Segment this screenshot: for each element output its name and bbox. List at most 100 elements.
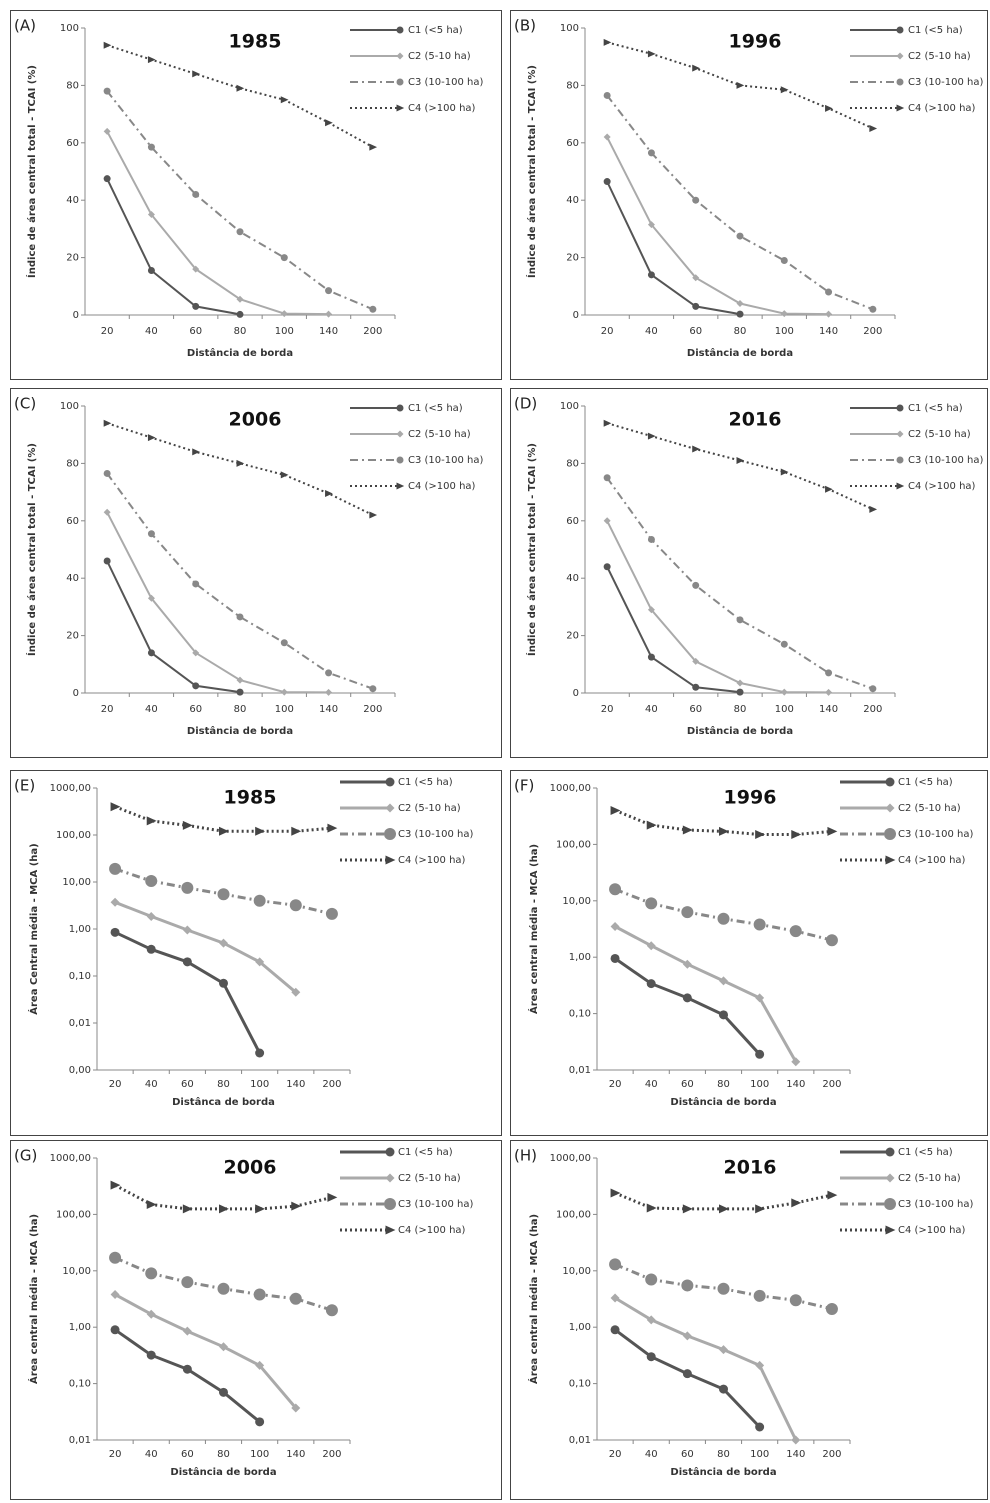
y-tick-label: 60 (566, 138, 579, 149)
x-axis-label: Distância de borda (187, 347, 293, 359)
marker (255, 1417, 265, 1427)
marker (736, 232, 744, 240)
legend-label: C1 (<5 ha) (908, 403, 963, 414)
y-tick-label: 10,00 (62, 1266, 91, 1277)
panel: (H) 2016 Área central média - MCA (ha) Dist… (510, 1140, 988, 1500)
marker (646, 1315, 656, 1325)
marker (692, 196, 700, 204)
marker (146, 944, 156, 954)
x-tick-label: 200 (863, 704, 882, 715)
x-tick-label: 40 (645, 704, 658, 715)
marker (780, 640, 788, 648)
x-tick-label: 140 (819, 326, 838, 337)
marker (736, 300, 744, 308)
panel-label: (E) (14, 777, 35, 795)
marker (385, 777, 395, 787)
y-tick-label: 0 (573, 310, 579, 321)
legend-label: C3 (10-100 ha) (898, 829, 973, 840)
marker (291, 1403, 301, 1413)
x-tick-label: 140 (819, 704, 838, 715)
x-tick-label: 20 (601, 326, 614, 337)
marker (646, 979, 656, 989)
marker (609, 1258, 622, 1271)
marker (736, 310, 744, 318)
marker (396, 78, 404, 86)
marker (736, 679, 744, 687)
y-tick-label: 0,01 (69, 1435, 91, 1446)
marker (291, 987, 301, 997)
chart-title: 1985 (224, 787, 277, 809)
marker (610, 1293, 620, 1303)
x-tick-label: 100 (775, 704, 794, 715)
y-tick-label: 100,00 (556, 839, 591, 850)
marker (646, 1203, 657, 1213)
panel-label: (C) (14, 395, 36, 413)
x-axis-label: Distância de borda (670, 1466, 776, 1478)
marker (825, 934, 838, 947)
y-tick-label: 40 (66, 195, 79, 206)
marker (647, 149, 655, 157)
marker (396, 26, 404, 34)
x-tick-label: 80 (234, 704, 247, 715)
marker (719, 1204, 729, 1214)
marker (369, 305, 377, 313)
x-tick-label: 140 (286, 1079, 305, 1090)
marker (182, 820, 193, 830)
marker (896, 78, 904, 86)
x-tick-label: 200 (363, 326, 382, 337)
marker (646, 820, 657, 830)
marker (236, 310, 244, 318)
x-tick-label: 40 (145, 704, 158, 715)
y-axis-label: Índice de área central total - TCAI (%) (525, 65, 538, 278)
marker (219, 1204, 229, 1214)
marker (603, 419, 612, 427)
chart-title: 1996 (729, 31, 782, 53)
panel: (E) 1985 Área Central média - MCA (ha) Dist… (10, 770, 502, 1136)
marker (103, 127, 111, 135)
legend-label: C2 (5-10 ha) (908, 51, 971, 62)
legend-label: C4 (>100 ha) (398, 1225, 466, 1236)
marker (147, 56, 156, 64)
y-tick-label: 1000,00 (550, 1153, 591, 1164)
y-tick-label: 80 (566, 80, 579, 91)
marker (789, 925, 802, 938)
marker (192, 70, 200, 78)
marker (396, 404, 404, 412)
y-axis-label: Índice de área central total - TCAI (%) (25, 65, 38, 278)
marker (610, 1325, 620, 1335)
marker (103, 557, 111, 565)
x-tick-label: 140 (786, 1449, 805, 1460)
marker (236, 295, 244, 303)
marker (647, 606, 655, 614)
marker (110, 927, 120, 937)
marker (253, 1288, 266, 1301)
marker (280, 639, 288, 647)
marker (110, 1325, 120, 1335)
marker (255, 1204, 266, 1214)
marker (610, 953, 620, 963)
x-tick-label: 200 (322, 1079, 341, 1090)
marker (280, 254, 288, 262)
marker (103, 175, 111, 183)
marker (327, 1192, 338, 1202)
panel-frame (10, 1140, 502, 1500)
marker (896, 52, 904, 60)
marker (280, 96, 289, 104)
marker (869, 685, 877, 693)
marker (192, 649, 200, 657)
x-tick-label: 60 (181, 1079, 194, 1090)
marker (147, 267, 155, 275)
marker (182, 925, 192, 935)
marker (896, 26, 904, 34)
marker (825, 688, 833, 696)
marker (681, 906, 694, 919)
y-tick-label: 1,00 (569, 952, 591, 963)
marker (103, 508, 111, 516)
x-tick-label: 40 (145, 1079, 158, 1090)
x-tick-label: 200 (822, 1079, 841, 1090)
marker (280, 688, 288, 696)
series-line (106, 511, 329, 694)
marker (645, 1273, 658, 1286)
marker (182, 1364, 192, 1374)
series-line (106, 90, 374, 311)
